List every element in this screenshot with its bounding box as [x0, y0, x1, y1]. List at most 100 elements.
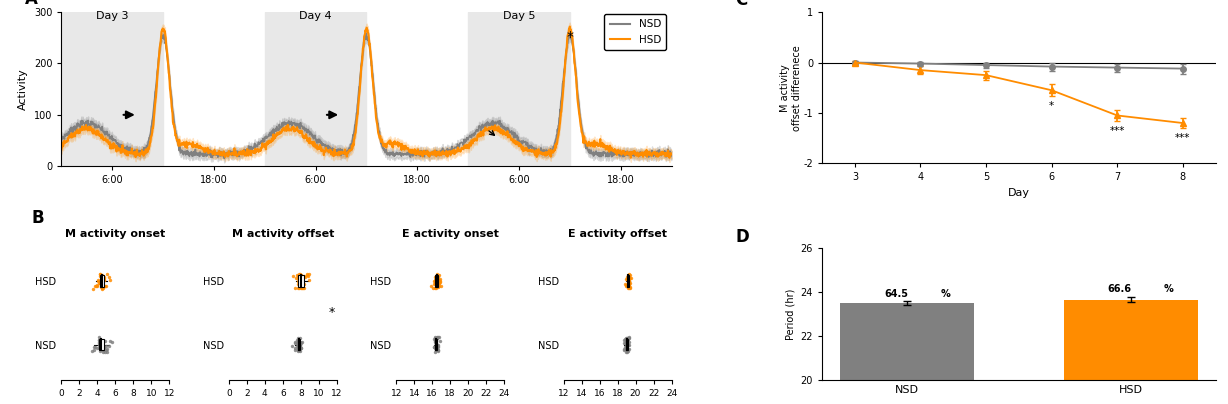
X-axis label: Time (hr): Time (hr) [259, 403, 307, 404]
Point [427, 335, 447, 341]
Point [425, 335, 445, 341]
Y-axis label: Period (hr): Period (hr) [785, 288, 795, 340]
Point [615, 345, 635, 352]
Point [91, 276, 111, 283]
Point [616, 336, 636, 342]
Point [426, 285, 446, 292]
Point [616, 337, 636, 343]
Point [289, 347, 308, 353]
Point [426, 343, 446, 349]
Point [102, 339, 122, 346]
Point [616, 283, 636, 289]
Point [289, 279, 308, 285]
Point [620, 272, 640, 278]
Point [620, 285, 640, 291]
Text: %: % [1164, 284, 1174, 295]
Point [426, 334, 446, 341]
Point [93, 276, 113, 283]
Point [289, 285, 308, 292]
Point [286, 275, 306, 281]
Point [427, 276, 447, 282]
Point [90, 345, 109, 351]
Point [430, 278, 449, 284]
FancyBboxPatch shape [297, 339, 300, 351]
Point [429, 280, 448, 286]
Point [619, 285, 639, 291]
Point [618, 284, 637, 291]
Point [616, 348, 636, 355]
Point [289, 339, 308, 345]
Point [97, 271, 117, 278]
Point [429, 284, 448, 290]
Point [614, 337, 634, 343]
Point [620, 275, 640, 281]
Point [96, 283, 115, 290]
Point [427, 335, 447, 341]
Point [95, 275, 114, 282]
Point [295, 281, 314, 287]
Point [297, 270, 317, 277]
Point [616, 335, 636, 341]
Point [90, 348, 109, 354]
Point [618, 348, 637, 354]
Point [96, 343, 115, 349]
Point [291, 270, 311, 277]
Point [615, 280, 635, 287]
Point [291, 274, 311, 281]
Point [92, 285, 112, 292]
Point [95, 345, 114, 351]
Point [616, 337, 636, 343]
Point [95, 283, 114, 290]
Point [87, 282, 107, 288]
Point [425, 339, 445, 345]
Text: Day 5: Day 5 [502, 11, 535, 21]
Point [91, 284, 111, 290]
Point [291, 278, 311, 284]
Point [426, 338, 446, 345]
Point [618, 278, 637, 284]
Point [297, 271, 317, 278]
Point [426, 278, 446, 285]
Point [426, 337, 446, 343]
Point [426, 342, 446, 348]
Point [615, 343, 635, 349]
Point [616, 335, 636, 341]
Point [426, 346, 446, 353]
Point [86, 343, 106, 350]
Bar [840, 303, 974, 404]
Point [93, 284, 113, 291]
Point [618, 276, 637, 282]
Point [90, 270, 109, 277]
Point [287, 337, 307, 343]
Point [618, 283, 637, 289]
Point [292, 283, 312, 289]
Text: Day 4: Day 4 [300, 11, 332, 21]
Point [90, 341, 109, 348]
Point [291, 339, 311, 346]
Text: ***: *** [1175, 133, 1191, 143]
Point [430, 283, 449, 289]
Point [429, 280, 448, 286]
Point [286, 339, 306, 346]
Point [427, 343, 447, 350]
Point [426, 343, 446, 349]
Point [619, 277, 639, 283]
Point [287, 272, 307, 279]
Point [616, 282, 636, 288]
Point [90, 337, 109, 343]
Point [98, 274, 118, 280]
Point [291, 281, 311, 288]
Point [92, 345, 112, 352]
Point [425, 280, 445, 286]
Point [615, 340, 635, 346]
Point [290, 277, 309, 283]
Point [289, 347, 308, 353]
Text: *: * [566, 30, 573, 44]
Point [91, 341, 111, 347]
Point [93, 349, 113, 356]
Point [620, 275, 640, 282]
Point [92, 285, 112, 292]
Point [425, 349, 445, 356]
X-axis label: Time (hr): Time (hr) [593, 403, 641, 404]
Point [618, 335, 637, 342]
